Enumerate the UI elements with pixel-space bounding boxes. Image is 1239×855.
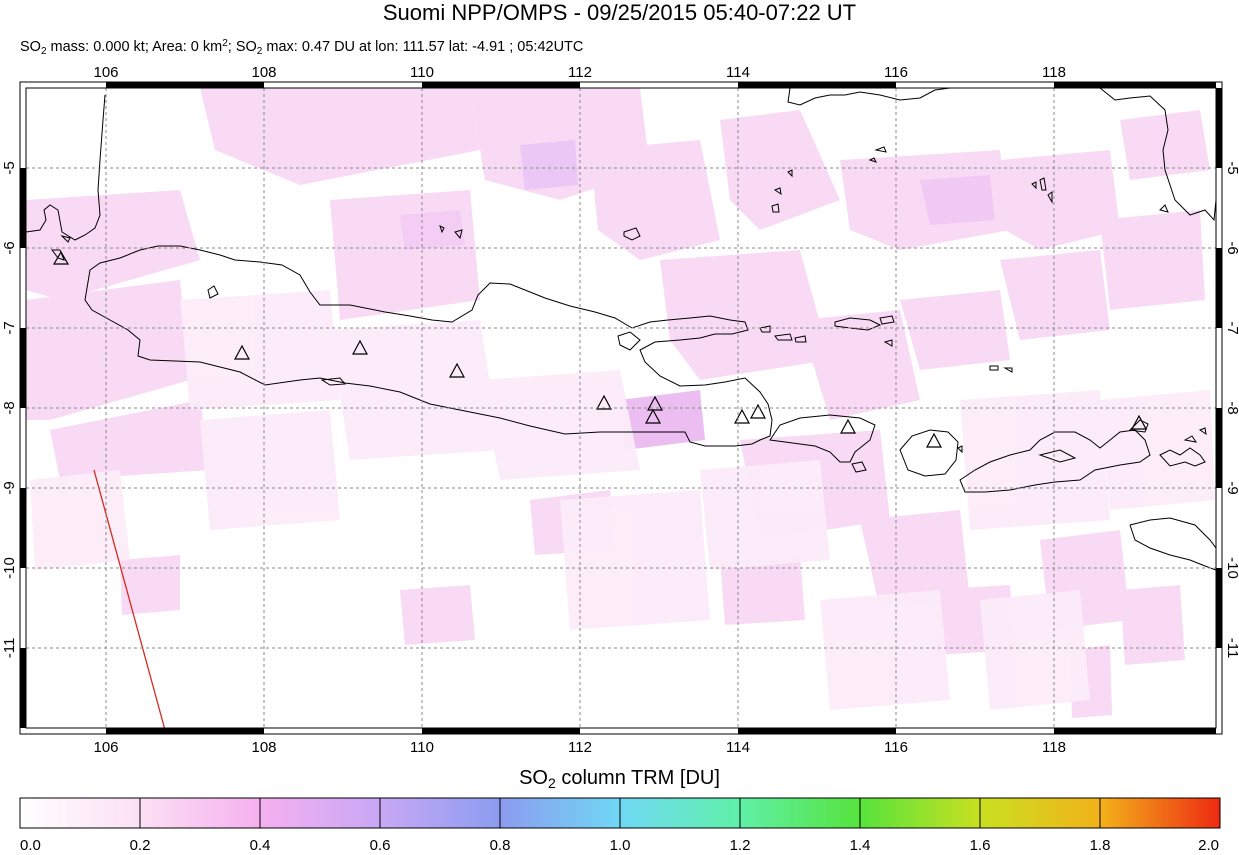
so2-subscript: 2 (40, 46, 47, 57)
coastlines (26, 88, 1216, 571)
lat-tick-label: -11 (1224, 638, 1239, 659)
volcano-marker (925, 432, 943, 448)
lon-tick-label: 114 (726, 64, 750, 81)
colorbar: 0.0 0.2 0.4 0.6 0.8 1.0 1.2 1.4 1.6 1.8 … (19, 797, 1221, 854)
colorbar-tick-label: 1.2 (730, 837, 751, 854)
colorbar-tick-label: 1.8 (1090, 837, 1111, 854)
lon-tick-label: 112 (568, 739, 592, 756)
lon-tick-label: 116 (884, 739, 908, 756)
volcano-marker (351, 339, 369, 355)
colorbar-tick-label: 0.4 (250, 837, 271, 854)
volcano-marker (733, 408, 751, 424)
volcano-marker (595, 394, 613, 410)
max-location-text: max: 0.47 DU at lon: 111.57 lat: -4.91 ;… (262, 39, 584, 55)
volcano-marker (233, 344, 251, 360)
volcano-marker (448, 362, 466, 378)
lon-tick-label: 106 (93, 739, 118, 756)
so2-subscript-2: 2 (256, 46, 263, 57)
lat-labels-left: -5 -6 -7 -8 -9 -10 -11 (1, 161, 18, 658)
lat-tick-label: -6 (1224, 241, 1239, 254)
volcano-marker (1130, 414, 1148, 430)
colorbar-tick-label: 0.2 (130, 837, 151, 854)
lat-tick-label: -5 (1224, 161, 1239, 174)
colorbar-tick-label: 2.0 (1198, 837, 1219, 854)
lon-tick-label: 112 (568, 64, 592, 81)
lon-tick-label: 114 (726, 739, 750, 756)
colorbar-title: SO2 column TRM [DU] (0, 766, 1239, 795)
colorbar-tick-label: 1.0 (610, 837, 631, 854)
lat-tick-label: -11 (1, 638, 18, 659)
so2-label-2: ; SO (227, 39, 257, 55)
lon-tick-label: 108 (251, 64, 276, 81)
lat-tick-label: -6 (1, 241, 18, 254)
lon-tick-label: 110 (410, 64, 434, 81)
lon-tick-label: 118 (1042, 64, 1066, 81)
lon-labels-top: 106 108 110 112 114 116 118 (93, 64, 1065, 81)
km-superscript: 2 (222, 38, 228, 49)
volcano-marker (644, 408, 662, 424)
map-gridlines (26, 88, 1216, 728)
mass-area-text: mass: 0.000 kt; Area: 0 km (46, 39, 223, 55)
colorbar-tick-label: 0.0 (20, 837, 41, 854)
lon-tick-label: 116 (884, 64, 908, 81)
lat-tick-label: -8 (1224, 401, 1239, 414)
lat-tick-label: -7 (1, 321, 18, 334)
lat-tick-label: -9 (1224, 481, 1239, 494)
colorbar-tick-label: 1.6 (970, 837, 991, 854)
lat-tick-label: -8 (1, 401, 18, 414)
colorbar-tick-label: 0.6 (370, 837, 391, 854)
map-title: Suomi NPP/OMPS - 09/25/2015 05:40-07:22 … (382, 0, 857, 25)
lon-labels-bottom: 106 108 110 112 114 116 118 (93, 739, 1065, 756)
lat-tick-label: -9 (1, 481, 18, 494)
lon-tick-label: 118 (1042, 739, 1066, 756)
map-frame (19, 81, 1223, 735)
lat-tick-label: -10 (1224, 557, 1239, 579)
lon-tick-label: 106 (93, 64, 118, 81)
lat-tick-label: -5 (1, 161, 18, 174)
volcano-marker (52, 250, 70, 265)
so2-pixel-field (26, 88, 1215, 718)
volcano-marker (646, 395, 664, 411)
colorbar-title-rest: column TRM [DU] (555, 767, 720, 789)
so2-label: SO (20, 39, 41, 55)
lat-labels-right: -5 -6 -7 -8 -9 -10 -11 (1224, 161, 1239, 658)
lon-tick-label: 110 (410, 739, 434, 756)
volcano-markers (52, 250, 1148, 448)
volcano-marker (749, 403, 767, 419)
colorbar-title-subscript: 2 (548, 775, 556, 791)
lat-tick-label: -7 (1224, 321, 1239, 334)
colorbar-tick-label: 1.4 (850, 837, 871, 854)
lat-tick-label: -10 (1, 557, 18, 579)
lon-tick-label: 108 (251, 739, 276, 756)
orbit-track-line (93, 469, 166, 731)
map-subtitle: SO2 mass: 0.000 kt; Area: 0 km2; SO2 max… (20, 35, 583, 61)
colorbar-title-so: SO (519, 767, 548, 789)
colorbar-tick-label: 0.8 (490, 837, 511, 854)
volcano-marker (839, 418, 857, 434)
